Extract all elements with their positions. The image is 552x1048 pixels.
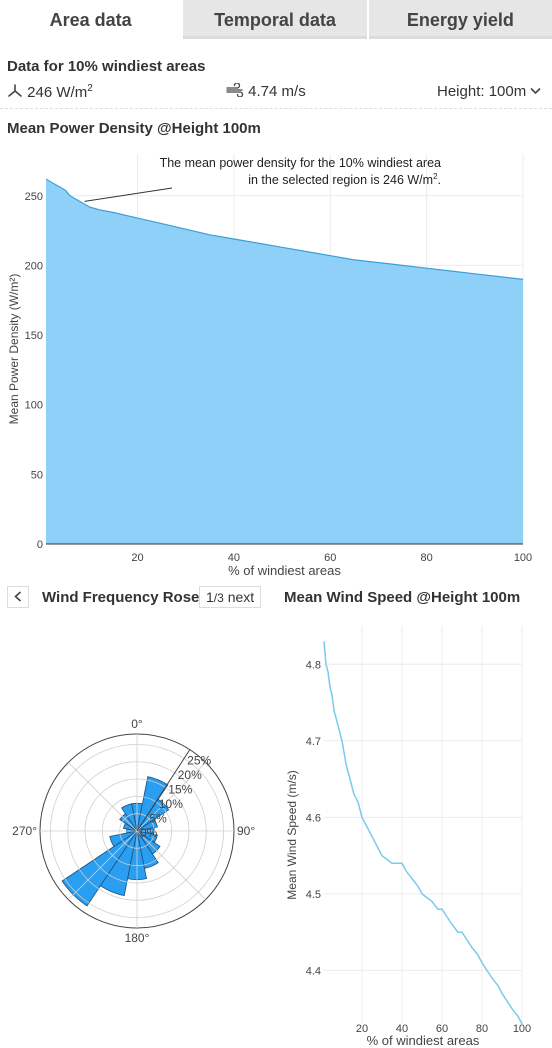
power-density-value: 246 W/m [27, 84, 88, 101]
page-total: /3 [213, 591, 224, 605]
y-tick-label: 100 [25, 400, 43, 412]
wind-speed-stat: 4.74 m/s [226, 82, 306, 100]
rose-bar [109, 830, 138, 847]
x-tick-label: 100 [514, 552, 532, 564]
annotation-line-1: The mean power density for the 10% windi… [160, 156, 441, 170]
power-density-area [46, 179, 523, 544]
stats-row: 246 W/m2 4.74 m/s Height: 100m [0, 80, 552, 109]
page-current: 1 [206, 589, 214, 605]
annotation-pointer [84, 187, 173, 202]
radial-tick-label: 5% [149, 811, 167, 825]
angle-label: 180° [125, 931, 150, 945]
radial-tick-label: 25% [187, 753, 211, 767]
angular-gridline [136, 762, 206, 832]
power-density-unit-sup: 2 [87, 83, 93, 94]
angle-label: 90° [237, 824, 255, 838]
tab-temporal-data[interactable]: Temporal data [183, 0, 367, 39]
power-density-stat: 246 W/m2 [7, 83, 93, 101]
x-tick-label: 100 [513, 1023, 531, 1035]
y-tick-label: 150 [25, 330, 43, 342]
tab-bar: Area data Temporal data Energy yield [0, 0, 552, 40]
tab-energy-yield[interactable]: Energy yield [368, 0, 552, 39]
prev-button[interactable] [7, 586, 29, 608]
annotation-tail: . [438, 173, 441, 187]
y-tick-label: 200 [25, 260, 43, 272]
power-density-chart: 20 40 60 80 100 0 50 100 150 200 250 % of windies… [7, 154, 532, 578]
x-tick-label: 20 [356, 1023, 368, 1035]
height-select[interactable]: Height: 100m [437, 83, 541, 100]
wind-rose-title: Wind Frequency Rose [42, 589, 200, 606]
angular-gridline [68, 762, 138, 832]
angular-gridline [68, 830, 138, 900]
wind-turbine-icon [8, 84, 22, 97]
x-tick-label: 40 [396, 1023, 408, 1035]
x-tick-label: 60 [436, 1023, 448, 1035]
y-tick-label: 4.7 [306, 736, 321, 748]
rose-controls: Wind Frequency Rose 1/3 next Mean Wind S… [0, 586, 552, 612]
chevron-left-icon [14, 591, 22, 602]
x-axis-label: % of windiest areas [228, 563, 341, 578]
y-tick-label: 250 [25, 191, 43, 203]
x-axis-label: % of windiest areas [367, 1033, 480, 1048]
height-select-label: Height: 100m [437, 83, 527, 100]
rose-bar [121, 803, 138, 832]
wind-speed-line [323, 641, 523, 1025]
y-tick-label: 4.5 [306, 889, 321, 901]
power-density-line [45, 178, 524, 280]
x-tick-label: 80 [476, 1023, 488, 1035]
next-button[interactable]: next [227, 589, 255, 605]
angular-gridline [136, 830, 206, 900]
radial-tick-label: 20% [178, 768, 202, 782]
power-density-chart-title: Mean Power Density @Height 100m [7, 120, 261, 137]
x-tick-label: 60 [324, 552, 336, 564]
y-tick-label: 0 [37, 539, 43, 551]
y-tick-label: 4.4 [306, 965, 321, 977]
radial-tick-label: 10% [159, 797, 183, 811]
radial-tick-label: 15% [168, 782, 192, 796]
wind-speed-chart-title: Mean Wind Speed @Height 100m [284, 589, 521, 606]
angle-label: 0° [131, 717, 143, 731]
pager[interactable]: 1/3 next [199, 586, 262, 608]
y-tick-label: 4.8 [306, 659, 321, 671]
y-tick-label: 50 [31, 469, 43, 481]
x-tick-label: 40 [228, 552, 240, 564]
angle-label: 270° [12, 824, 37, 838]
section-title: Data for 10% windiest areas [7, 58, 206, 75]
chevron-down-icon [530, 87, 541, 95]
radial-axis [136, 749, 191, 832]
y-tick-label: 4.6 [306, 812, 321, 824]
x-tick-label: 20 [131, 552, 143, 564]
wind-speed-value: 4.74 m/s [248, 83, 306, 100]
annotation-text: in the selected region is 246 W/m [248, 173, 433, 187]
wind-icon [226, 82, 244, 98]
y-axis-label: Mean Wind Speed (m/s) [285, 770, 299, 899]
wind-speed-chart: 20 40 60 80 100 4.4 4.5 4.6 4.7 4.8 % of windies… [285, 626, 531, 1048]
annotation-sup: 2 [433, 172, 438, 181]
x-tick-label: 80 [421, 552, 433, 564]
y-axis-label: Mean Power Density (W/m²) [7, 274, 21, 425]
tab-area-data[interactable]: Area data [0, 0, 182, 39]
rose-bar [136, 776, 169, 832]
annotation-line-2: in the selected region is 246 W/m2. [248, 172, 441, 187]
wind-rose-chart: 0%5%10%15%20%25% 0° 90° 180° 270° [12, 717, 255, 945]
radial-tick-label: 0% [140, 826, 158, 840]
